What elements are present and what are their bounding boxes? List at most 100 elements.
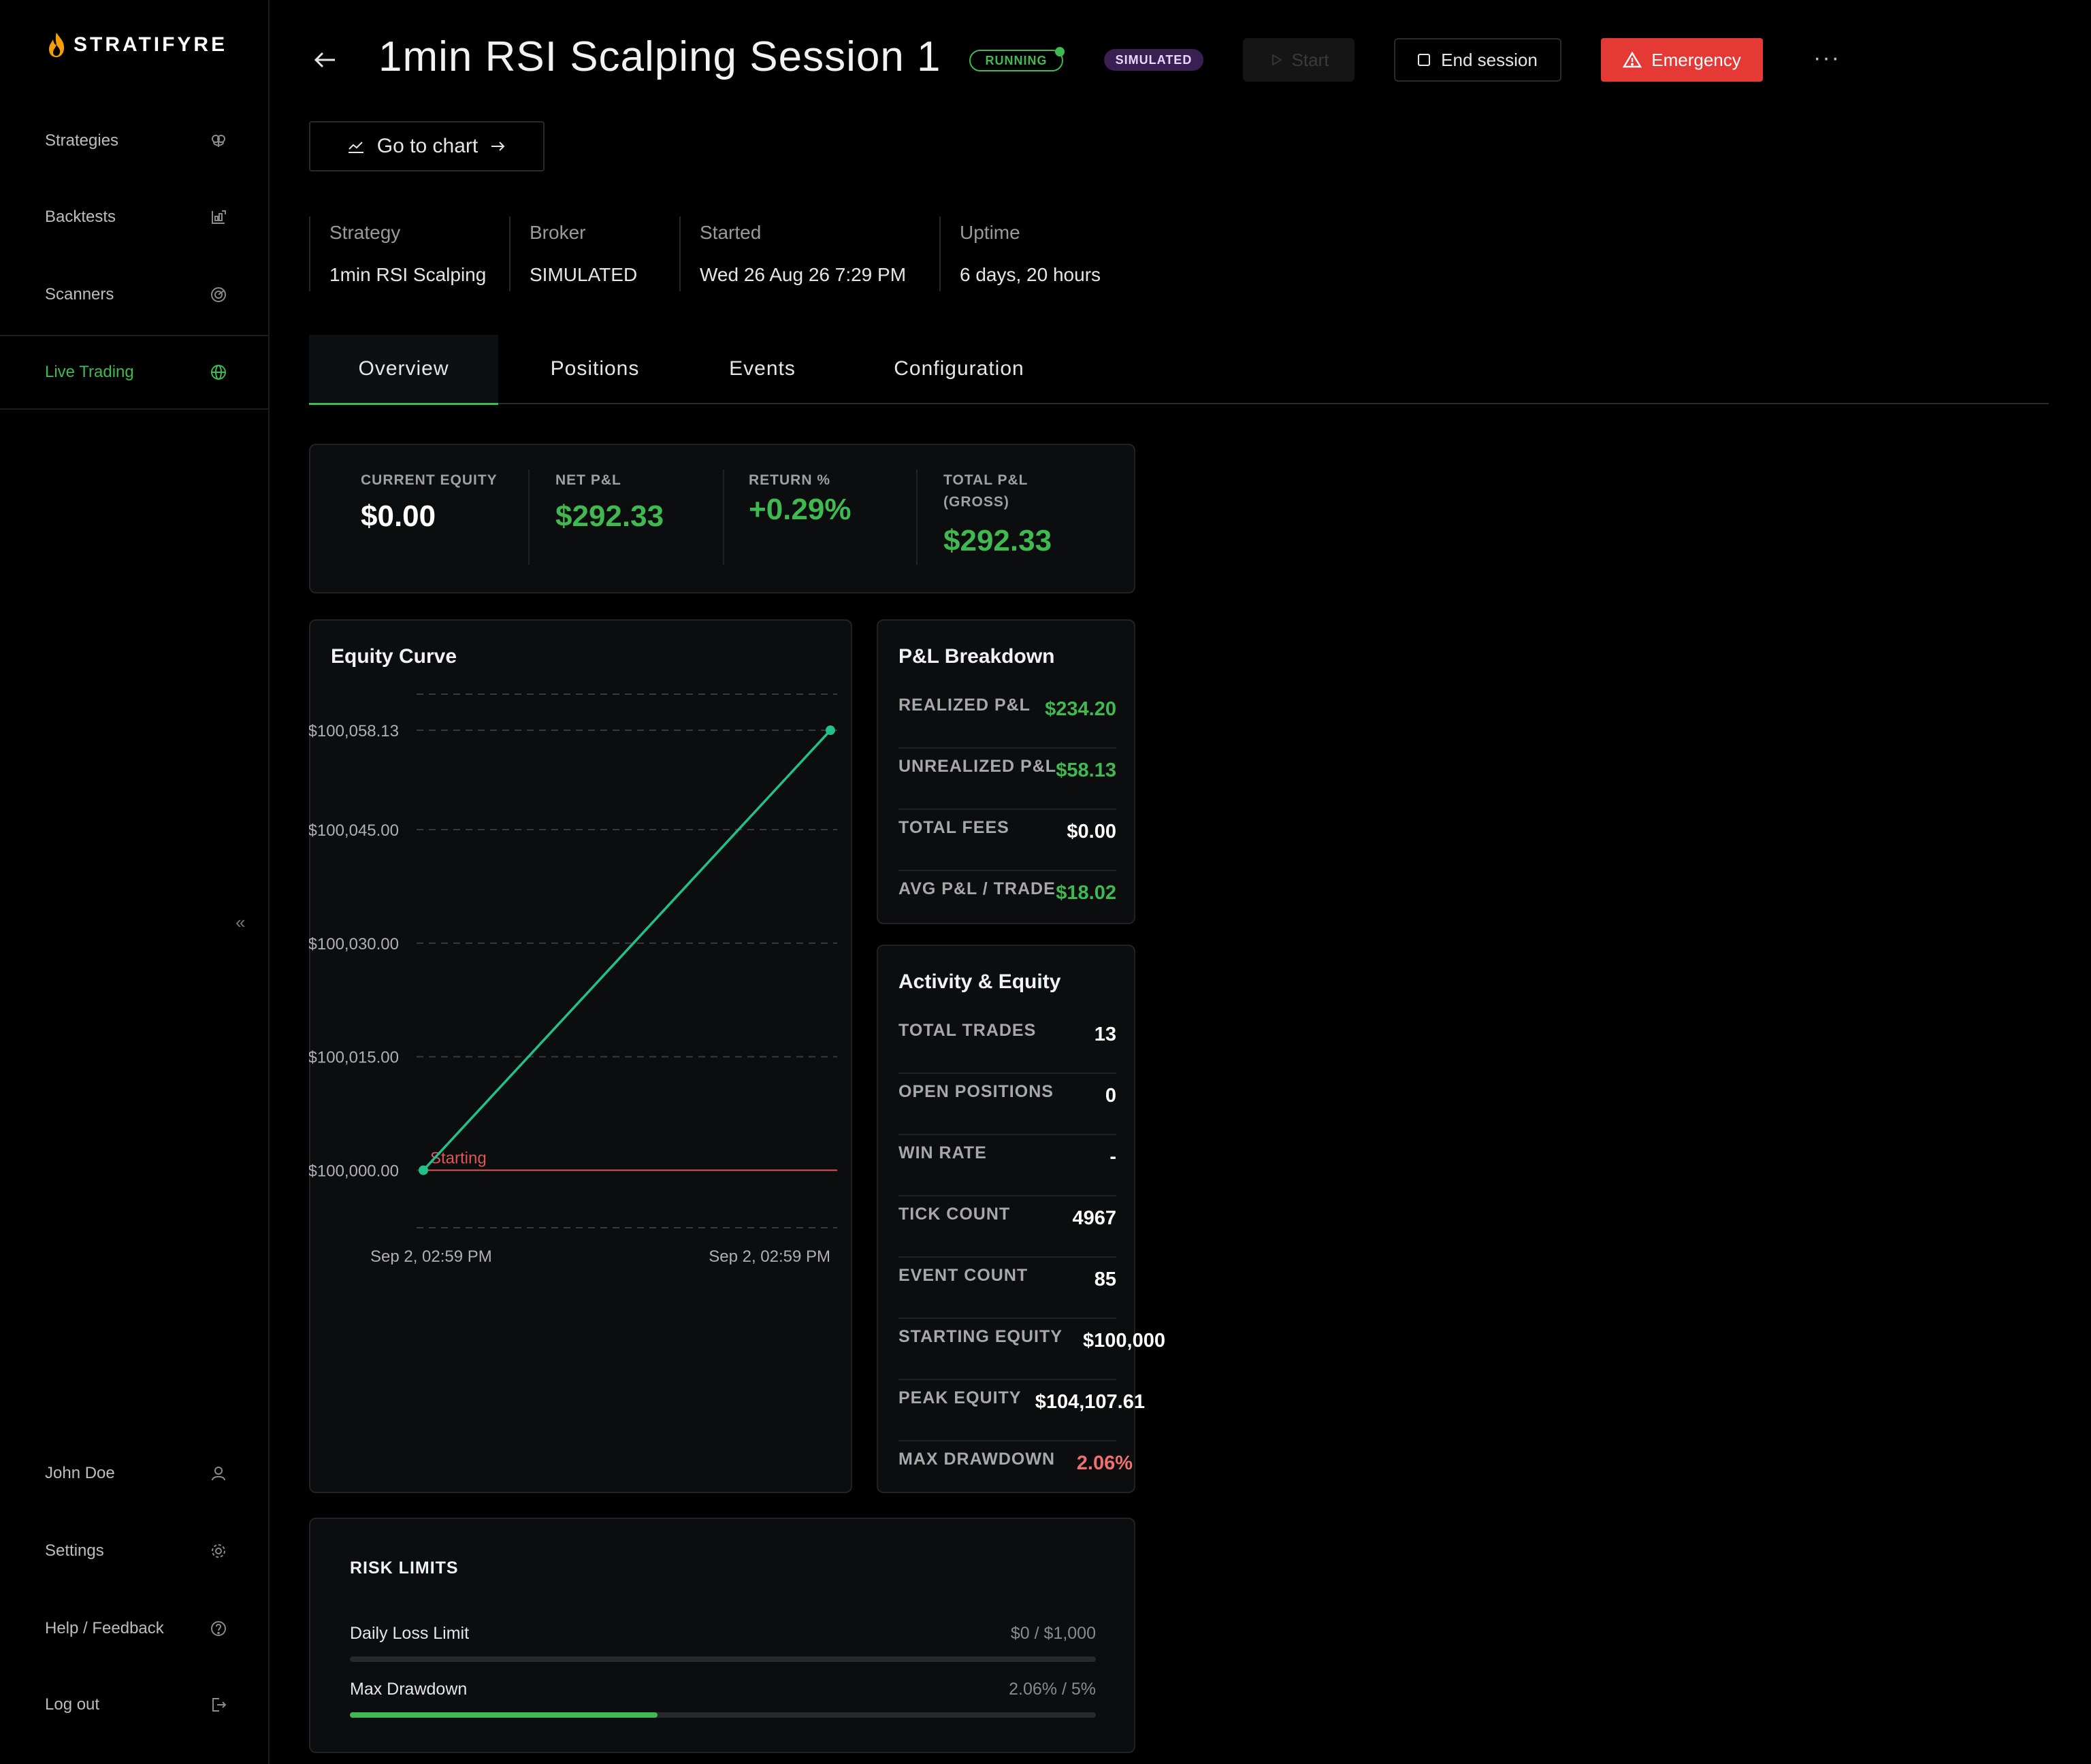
info-label: Broker [530,222,586,243]
tab-bar: Overview Positions Events Configuration [309,335,2049,405]
collapse-sidebar-icon[interactable]: « [236,912,246,932]
info-strategy: Strategy 1min RSI Scalping [309,216,509,291]
info-value: Wed 26 Aug 26 7:29 PM [700,264,907,285]
start-button[interactable]: Start [1243,38,1355,82]
arrow-right-icon [491,142,505,151]
sidebar-item-live-trading[interactable]: Live Trading [0,335,268,410]
row-value: $0.00 [1067,821,1116,843]
backtest-icon [212,210,226,224]
flame-icon [49,33,65,57]
globe-icon [211,365,226,380]
tab-overview[interactable]: Overview [309,335,498,405]
stats-card: CURRENT EQUITY $0.00 NET P&L $292.33 RET… [309,444,1135,593]
go-to-chart-button[interactable]: Go to chart [309,121,545,172]
emergency-button[interactable]: Emergency [1601,38,1763,82]
tab-events[interactable]: Events [729,357,796,380]
page-title: 1min RSI Scalping Session 1 [378,33,941,80]
sidebar-item-label: Settings [45,1541,104,1560]
sidebar-item-backtests[interactable]: Backtests [0,180,268,255]
sidebar: STRATIFYRE Strategies Backtests Scanners… [0,0,270,1764]
help-icon [211,1621,226,1636]
row-label: UNREALIZED P&L [898,757,1057,776]
x-tick-label: Sep 2, 02:59 PM [709,1247,830,1264]
pnl-row-realized: REALIZED P&L $234.20 [898,686,1116,749]
risk-value: $0 / $1,000 [1010,1624,1096,1643]
row-label: EVENT COUNT [898,1266,1028,1285]
tab-configuration[interactable]: Configuration [894,357,1024,380]
y-tick-label: $100,030.00 [309,935,399,953]
row-value: 2.06% [1076,1452,1133,1474]
pnl-breakdown-title: P&L Breakdown [898,645,1055,668]
status-dot [1055,47,1065,56]
risk-value: 2.06% / 5% [1009,1680,1096,1699]
y-tick-label: $100,015.00 [309,1049,399,1067]
equity-curve-chart: $100,000.00 $100,015.00 $100,030.00 $100,04… [309,693,837,1264]
stat-label: (GROSS) [943,494,1009,510]
more-options-icon[interactable]: ··· [1813,45,1841,71]
sidebar-item-scanners[interactable]: Scanners [0,257,268,332]
y-tick-label: $100,045.00 [309,821,399,840]
equity-series-line [422,729,832,1171]
sidebar-item-user[interactable]: John Doe [0,1436,268,1511]
row-value: 4967 [1072,1207,1116,1229]
activity-row-peak-equity: PEAK EQUITY $104,107.61 [898,1379,1145,1441]
reference-label: Starting [430,1149,487,1168]
brain-icon [212,135,225,147]
y-tick-label: $100,058.13 [309,722,399,740]
row-label: TOTAL FEES [898,818,1009,837]
sidebar-item-strategies[interactable]: Strategies [0,103,268,178]
stat-label: CURRENT EQUITY [361,472,498,488]
sidebar-item-label: Help / Feedback [45,1619,164,1637]
equity-curve-card: Equity Curve $100,000.00 $100,015.00 $100,… [309,619,852,1493]
info-label: Started [700,222,762,243]
sidebar-item-label: Live Trading [45,363,134,381]
brand-logo[interactable]: STRATIFYRE [46,30,227,60]
row-value: 13 [1094,1024,1116,1045]
divider [528,470,530,565]
stat-return: RETURN % +0.29% [749,470,851,551]
activity-row-win-rate: WIN RATE - [898,1134,1116,1196]
risk-row-daily-loss: Daily Loss Limit $0 / $1,000 [350,1624,1096,1665]
status-badge-label: RUNNING [985,53,1048,67]
row-value: $58.13 [1056,760,1116,781]
activity-row-starting-equity: STARTING EQUITY $100,000 [898,1318,1165,1380]
row-label: TICK COUNT [898,1205,1011,1224]
row-label: OPEN POSITIONS [898,1082,1054,1101]
stop-icon [1418,54,1431,66]
info-label: Strategy [329,222,401,243]
sidebar-item-logout[interactable]: Log out [0,1667,268,1742]
sidebar-item-help[interactable]: Help / Feedback [0,1591,268,1666]
divider [916,470,918,565]
info-broker: Broker SIMULATED [509,216,658,291]
risk-row-max-drawdown: Max Drawdown 2.06% / 5% [350,1680,1096,1720]
end-session-button[interactable]: End session [1394,38,1561,82]
equity-point [419,1165,428,1175]
risk-label: Daily Loss Limit [350,1624,470,1643]
equity-point [826,725,835,736]
stat-label: NET P&L [555,472,621,488]
row-label: STARTING EQUITY [898,1327,1063,1346]
y-tick-label: $100,000.00 [309,1162,399,1181]
chart-line-icon [348,142,363,153]
x-tick-label: Sep 2, 02:59 PM [370,1247,492,1264]
back-arrow-icon[interactable] [310,45,340,75]
risk-progress-track [350,1656,1096,1662]
row-label: PEAK EQUITY [898,1388,1022,1407]
equity-curve-title: Equity Curve [331,645,457,668]
activity-row-tick-count: TICK COUNT 4967 [898,1195,1116,1258]
risk-limits-title: RISK LIMITS [350,1558,459,1578]
activity-row-total-trades: TOTAL TRADES 13 [898,1011,1116,1074]
user-icon [212,1467,225,1481]
pnl-breakdown-card: P&L Breakdown REALIZED P&L $234.20 UNREA… [877,619,1135,924]
sidebar-item-label: Backtests [45,208,116,226]
row-value: $100,000 [1083,1330,1165,1352]
stat-value: $0.00 [361,500,436,533]
gear-icon [212,1544,225,1558]
sidebar-item-settings[interactable]: Settings [0,1514,268,1588]
brand-name: STRATIFYRE [74,33,228,56]
info-label: Uptime [960,222,1020,243]
info-value: 6 days, 20 hours [960,264,1101,285]
stat-value: +0.29% [749,493,852,526]
row-value: $18.02 [1056,882,1116,904]
tab-positions[interactable]: Positions [550,357,640,380]
